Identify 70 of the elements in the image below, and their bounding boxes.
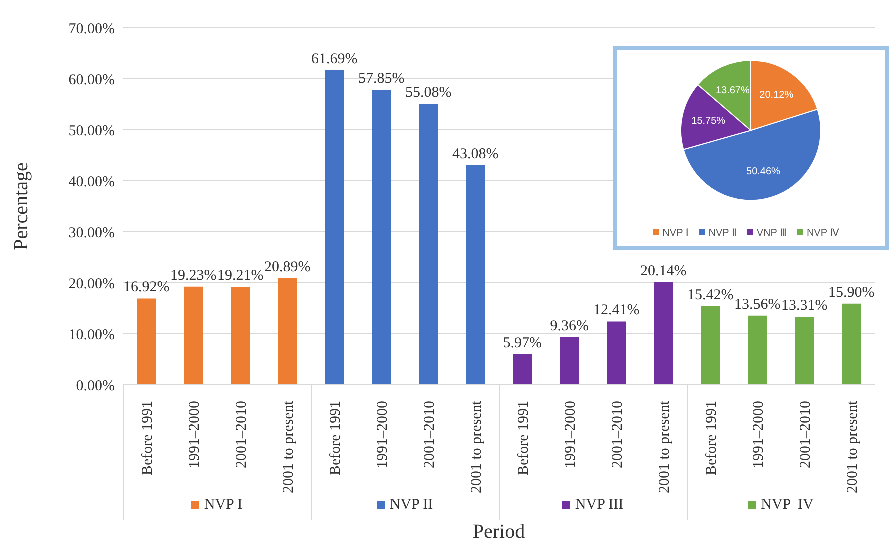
- legend-label: NVP III: [574, 497, 625, 514]
- bar: [607, 322, 626, 385]
- legend-label: VNP Ⅲ: [756, 228, 787, 239]
- bar: [513, 354, 532, 385]
- y-tick-label: 50.00%: [68, 123, 115, 140]
- data-label: 15.90%: [828, 284, 875, 301]
- x-tick-label: 2001 to present: [280, 400, 297, 494]
- y-tick-label: 20.00%: [68, 276, 115, 292]
- x-tick-label: 2001–2010: [234, 401, 250, 468]
- x-tick-label: Before 1991: [704, 401, 720, 476]
- legend-label: NVP Ⅳ: [806, 228, 840, 239]
- y-tick-label: 10.00%: [68, 327, 115, 344]
- bar: [419, 104, 438, 385]
- y-tick-label: 30.00%: [68, 225, 115, 242]
- bar: [278, 278, 298, 385]
- data-label: 12.41%: [593, 302, 640, 319]
- data-label: 5.97%: [503, 336, 542, 352]
- y-axis-title: Percentage: [10, 161, 34, 252]
- data-label: 13.56%: [734, 296, 781, 313]
- data-label: 20.14%: [640, 263, 687, 280]
- data-label: 19.21%: [217, 268, 264, 284]
- legend-label: NVP I: [203, 497, 244, 514]
- x-tick-label: 2001–2010: [798, 401, 814, 468]
- bar: [701, 306, 720, 385]
- y-tick-label: 60.00%: [68, 72, 115, 88]
- legend-label: NVP IV: [760, 497, 815, 514]
- data-label: 19.23%: [170, 268, 217, 284]
- x-tick-label: Before 1991: [516, 401, 532, 476]
- bar: [231, 287, 250, 385]
- bar: [184, 286, 204, 385]
- bar: [372, 90, 392, 385]
- data-label: 20.12%: [760, 90, 794, 102]
- x-tick-label: 1991–2000: [374, 401, 391, 468]
- y-tick-label: 40.00%: [68, 174, 115, 190]
- x-tick-label: Before 1991: [140, 401, 156, 476]
- data-label: 55.08%: [405, 85, 452, 102]
- data-label: 43.08%: [452, 146, 499, 162]
- data-label: 15.42%: [687, 287, 734, 304]
- bar: [560, 337, 580, 385]
- data-label: 9.36%: [550, 318, 589, 334]
- x-axis-title: Period: [472, 521, 526, 544]
- data-label: 20.89%: [264, 259, 311, 276]
- legend-label: NVP Ⅱ: [708, 228, 737, 239]
- bar: [748, 316, 768, 385]
- y-tick-label: 70.00%: [68, 21, 115, 38]
- bar: [137, 298, 156, 385]
- bar: [842, 304, 862, 385]
- x-tick-label: Before 1991: [328, 401, 344, 476]
- y-tick-label: 0.00%: [76, 378, 115, 394]
- x-tick-label: 2001 to present: [844, 400, 861, 494]
- data-label: 15.75%: [692, 116, 726, 127]
- bar: [466, 165, 486, 385]
- bar: [654, 282, 674, 385]
- x-tick-label: 1991–2000: [562, 401, 579, 468]
- bar: [795, 317, 814, 385]
- x-tick-label: 2001 to present: [468, 400, 485, 494]
- legend-label: NVP II: [388, 497, 434, 514]
- data-label: 13.31%: [781, 298, 828, 314]
- data-label: 16.92%: [123, 280, 170, 296]
- data-label: 50.46%: [746, 166, 781, 178]
- x-tick-label: 2001–2010: [422, 401, 438, 468]
- bar: [325, 70, 344, 385]
- data-label: 57.85%: [358, 70, 405, 87]
- x-tick-label: 1991–2000: [186, 401, 203, 468]
- legend-label: NVP Ⅰ: [662, 228, 689, 239]
- x-tick-label: 2001 to present: [656, 400, 673, 494]
- data-label: 13.67%: [716, 86, 750, 97]
- data-label: 61.69%: [311, 51, 358, 68]
- x-tick-label: 2001–2010: [610, 401, 626, 468]
- x-tick-label: 1991–2000: [750, 401, 767, 468]
